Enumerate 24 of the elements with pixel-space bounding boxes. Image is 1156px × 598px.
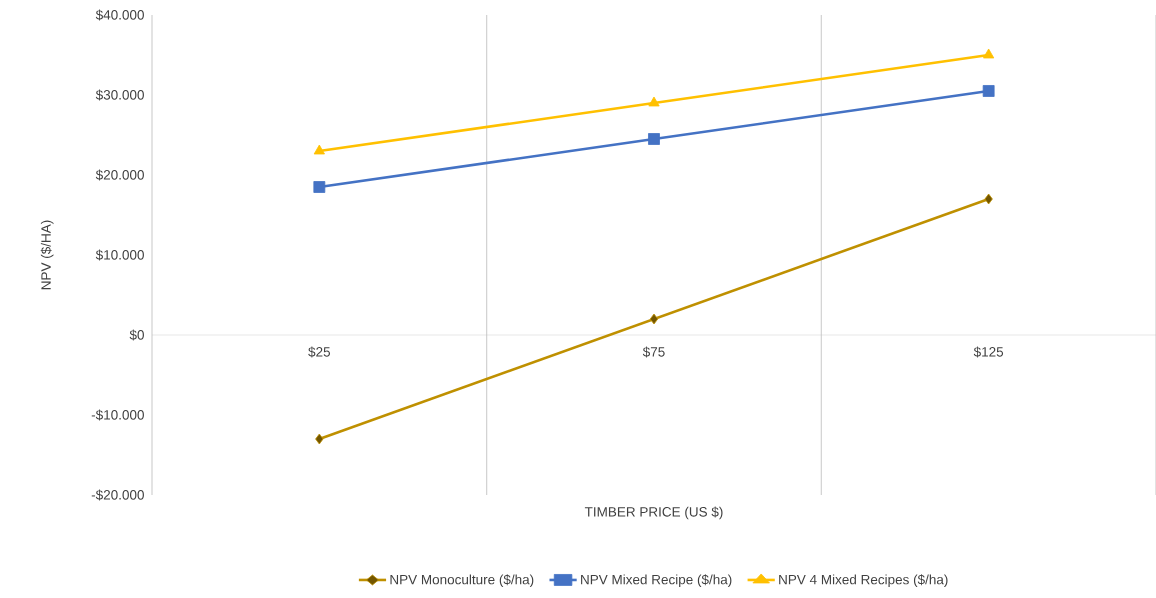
point [313,181,326,193]
point [649,313,659,325]
x-axis-title: TIMBER PRICE (US $) [584,506,723,520]
point [648,133,660,145]
x-tick-label: $125 [973,346,1004,358]
y-tick-label: -$20.000 [91,489,144,501]
point [983,48,995,59]
y-axis-title: NPV ($/HA) [40,220,54,290]
y-tick-label: $30.000 [95,89,144,101]
y-tick-label: $10.000 [95,249,144,261]
x-tick-label: $75 [642,346,665,358]
legend-label: NPV Mixed Recipe ($/ha) [581,574,732,588]
y-tick-label: $40.000 [95,9,144,21]
y-tick-label: $20.000 [95,169,144,181]
y-tick-label: $0 [129,329,144,341]
legend-label: NPV 4 Mixed Recipes ($/ha) [779,574,948,588]
point [648,96,660,107]
point [982,85,995,97]
legend-label: NPV Monoculture ($/ha) [390,574,534,588]
point [313,144,325,155]
y-tick-label: -$10.000 [91,409,144,421]
point [315,433,324,445]
x-tick-label: $25 [308,346,331,358]
point [984,193,993,205]
